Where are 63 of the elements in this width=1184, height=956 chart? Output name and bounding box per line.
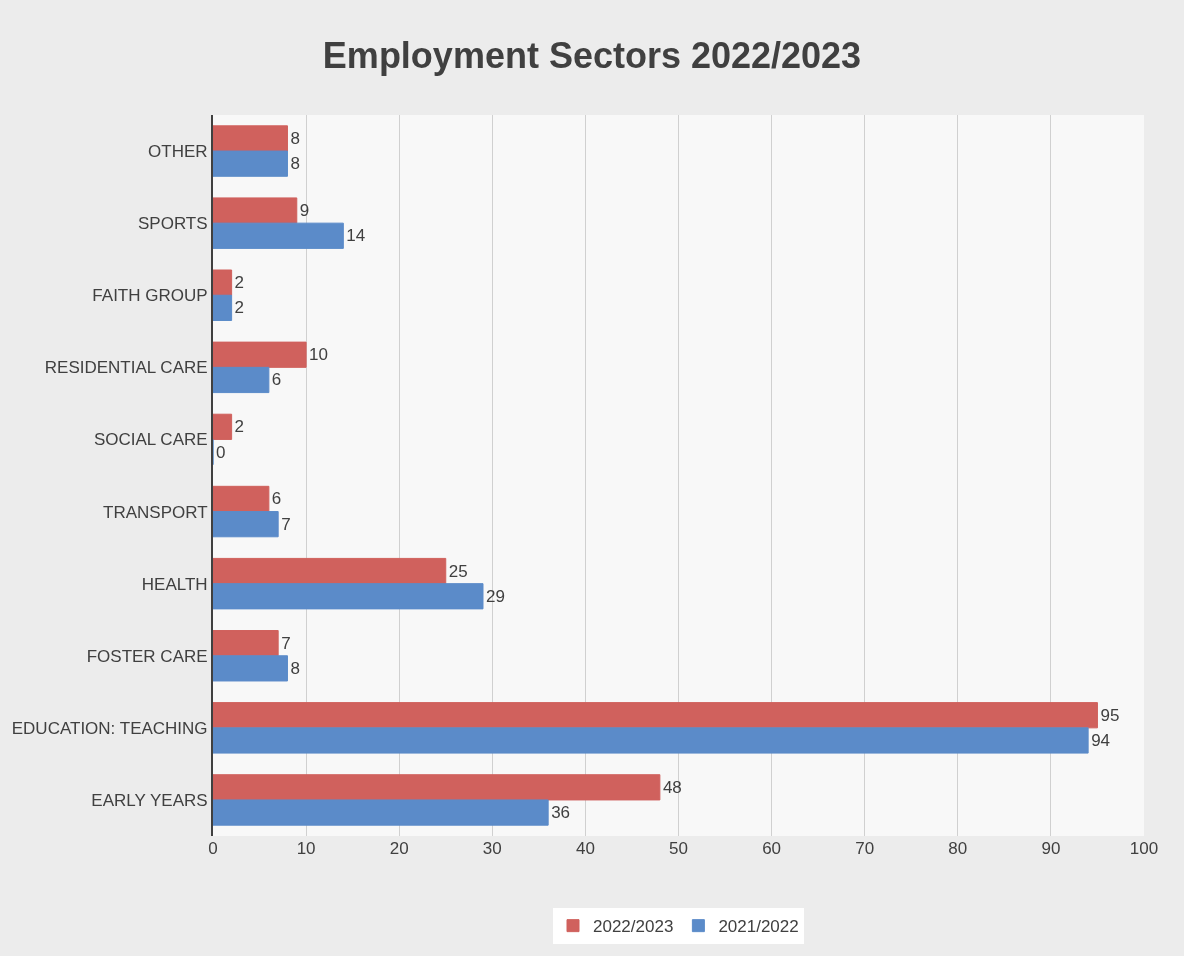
x-tick-label: 20 xyxy=(389,839,409,858)
y-tick-label: FAITH GROUP xyxy=(92,286,208,306)
bar xyxy=(213,341,307,368)
y-tick-label: SOCIAL CARE xyxy=(93,430,208,450)
bar xyxy=(213,222,344,249)
data-label: 0 xyxy=(216,442,226,462)
data-label: 8 xyxy=(290,154,300,174)
data-label: 94 xyxy=(1091,730,1111,750)
bar xyxy=(213,197,298,224)
data-label: 8 xyxy=(290,658,300,678)
y-tick-label: HEALTH xyxy=(141,574,208,594)
y-tick-label: RESIDENTIAL CARE xyxy=(44,358,208,378)
data-label: 6 xyxy=(271,489,282,509)
x-tick-label: 70 xyxy=(855,839,875,858)
legend-label: 2021/2022 xyxy=(718,917,799,937)
data-label: 6 xyxy=(271,370,282,390)
x-tick-label: 30 xyxy=(482,839,502,858)
x-tick-label: 50 xyxy=(669,839,688,858)
data-label: 14 xyxy=(346,226,366,246)
y-tick-label: EARLY YEARS xyxy=(91,790,208,810)
data-label: 7 xyxy=(281,633,291,653)
y-tick-label: FOSTER CARE xyxy=(86,646,208,666)
y-tick-label: OTHER xyxy=(148,142,208,161)
data-label: 2 xyxy=(234,417,245,437)
bar xyxy=(213,294,233,321)
data-label: 29 xyxy=(485,586,505,606)
chart-title: Employment Sectors 2022/2023 xyxy=(322,35,862,77)
bar xyxy=(213,655,288,682)
x-tick-label: 0 xyxy=(208,839,218,858)
y-tick-label: EDUCATION: TEACHING xyxy=(11,718,208,738)
y-tick-label: TRANSPORT xyxy=(103,502,208,522)
legend-label: 2022/2023 xyxy=(593,917,674,937)
data-label: 36 xyxy=(551,803,571,823)
bar xyxy=(213,583,484,610)
x-tick-label: 10 xyxy=(296,839,316,858)
bar xyxy=(213,702,1098,729)
bar xyxy=(213,413,233,440)
data-label: 8 xyxy=(290,128,300,148)
x-tick-label: 100 xyxy=(1129,839,1159,858)
bar xyxy=(213,150,288,177)
data-label: 95 xyxy=(1100,705,1120,725)
bar xyxy=(213,125,288,152)
x-tick-label: 90 xyxy=(1041,839,1061,858)
data-label: 48 xyxy=(662,777,682,797)
data-label: 10 xyxy=(309,345,329,365)
bar xyxy=(213,630,279,657)
data-label: 7 xyxy=(281,514,291,534)
bar xyxy=(213,485,270,513)
data-label: 25 xyxy=(448,561,468,581)
data-label: 9 xyxy=(299,201,310,221)
bar xyxy=(213,511,279,538)
bar xyxy=(213,774,661,801)
bar xyxy=(213,557,447,585)
bar xyxy=(213,727,1089,754)
data-label: 2 xyxy=(234,298,245,318)
x-tick-label: 40 xyxy=(575,839,595,858)
x-tick-label: 80 xyxy=(948,839,968,858)
bar xyxy=(213,366,270,394)
data-label: 2 xyxy=(234,273,245,293)
bar xyxy=(213,269,233,296)
x-tick-label: 60 xyxy=(762,839,782,858)
y-tick-label: SPORTS xyxy=(138,214,208,234)
bar xyxy=(213,799,549,826)
